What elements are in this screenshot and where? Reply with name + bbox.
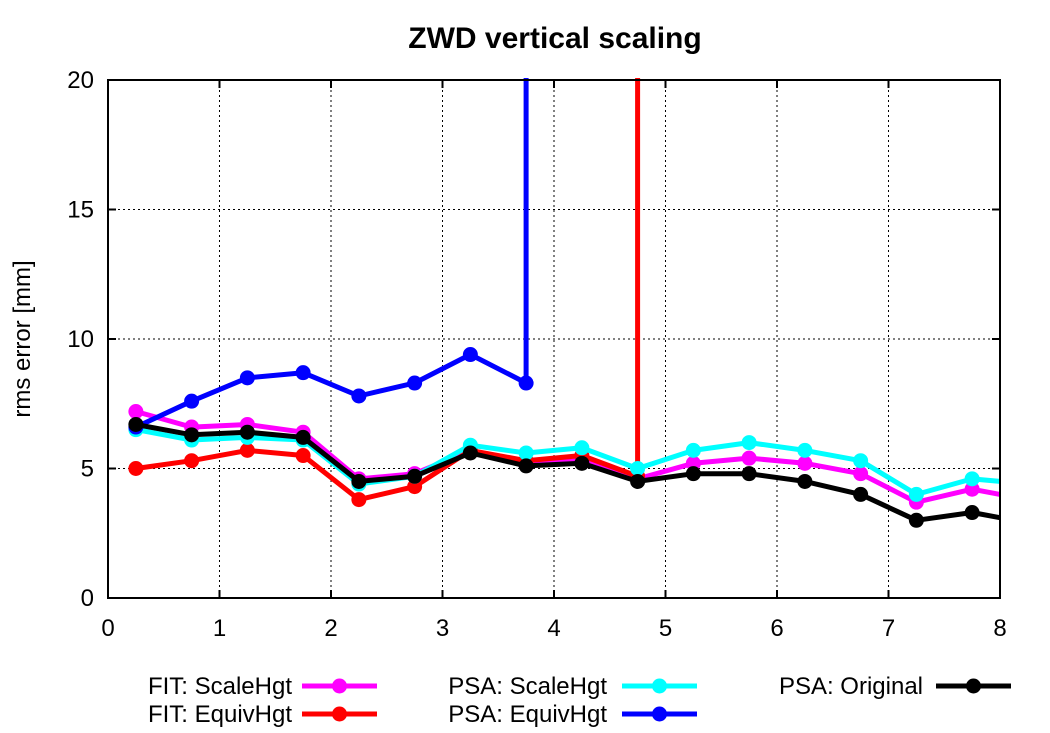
data-point [741, 435, 757, 451]
data-point [853, 466, 869, 482]
data-point [685, 455, 701, 471]
y-axis-label: rms error [mm] [9, 260, 36, 417]
data-point [630, 473, 646, 489]
data-point [295, 365, 311, 381]
legend-swatch-marker [966, 678, 981, 694]
chart-title: ZWD vertical scaling [408, 22, 701, 55]
data-point [239, 370, 255, 386]
data-point [518, 458, 534, 474]
data-point [351, 492, 367, 508]
data-point [239, 442, 255, 458]
data-point [964, 505, 980, 521]
data-point [295, 448, 311, 464]
data-point [518, 445, 534, 461]
legend-label: FIT: EquivHgt [148, 701, 292, 728]
legend-label: PSA: EquivHgt [448, 701, 607, 728]
data-point [184, 453, 200, 469]
x-tick-label: 5 [659, 615, 672, 642]
x-tick-label: 4 [547, 615, 560, 642]
legend-item: PSA: ScaleHgt [448, 673, 697, 700]
y-tick-label: 20 [67, 67, 94, 94]
data-point [351, 388, 367, 404]
legend-label: PSA: ScaleHgt [448, 673, 607, 700]
data-point [908, 512, 924, 528]
data-point [685, 442, 701, 458]
x-tick-label: 3 [436, 615, 449, 642]
y-tick-label: 0 [81, 585, 94, 612]
data-point [797, 473, 813, 489]
legend-item: PSA: Original [779, 673, 1011, 700]
series-1 [128, 78, 646, 508]
grid [108, 80, 1000, 598]
data-point [853, 486, 869, 502]
legend-swatch-marker [652, 706, 667, 722]
data-point [407, 479, 423, 495]
data-point [853, 453, 869, 469]
legend-swatch-marker [652, 678, 667, 694]
legend-label: FIT: ScaleHgt [148, 673, 292, 700]
data-point [462, 445, 478, 461]
data-point [184, 393, 200, 409]
x-tick-label: 8 [993, 615, 1006, 642]
x-tick-label: 6 [770, 615, 783, 642]
data-point [797, 455, 813, 471]
series-layer [128, 78, 1001, 528]
legend-item: FIT: EquivHgt [148, 701, 377, 728]
data-point [630, 461, 646, 476]
data-point [685, 466, 701, 482]
data-point [908, 486, 924, 502]
data-point [964, 481, 980, 497]
data-point [741, 450, 757, 466]
data-point [239, 424, 255, 440]
data-point [407, 468, 423, 484]
data-point [574, 455, 590, 471]
data-point [295, 429, 311, 445]
data-point [797, 442, 813, 458]
data-point [964, 471, 980, 487]
legend-swatch-marker [332, 706, 347, 722]
data-point [741, 466, 757, 482]
data-point [128, 416, 144, 432]
data-point [518, 375, 534, 391]
series-4 [128, 416, 1001, 528]
legend-item: FIT: ScaleHgt [148, 673, 377, 700]
data-point [128, 461, 144, 476]
x-tick-label: 7 [882, 615, 895, 642]
data-point [184, 427, 200, 443]
data-point [351, 473, 367, 489]
x-tick-label: 2 [324, 615, 337, 642]
data-point [128, 404, 144, 420]
legend-label: PSA: Original [779, 673, 923, 700]
y-tick-label: 5 [81, 456, 94, 483]
tick-labels: 0 1 2 3 4 5 6 7 8 0 5 10 15 20 [67, 67, 1006, 642]
legend-swatch-marker [332, 678, 347, 694]
data-point [574, 440, 590, 456]
y-tick-label: 10 [67, 326, 94, 353]
y-tick-label: 15 [67, 197, 94, 224]
data-point [462, 347, 478, 363]
data-point [407, 375, 423, 391]
x-tick-label: 1 [213, 615, 226, 642]
legend-item: PSA: EquivHgt [448, 701, 697, 728]
x-tick-label: 0 [101, 615, 114, 642]
